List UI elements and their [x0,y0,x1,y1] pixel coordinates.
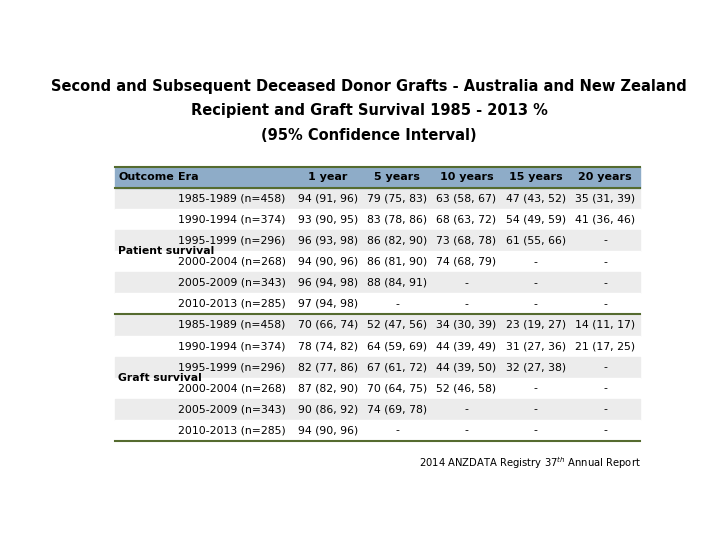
Text: -: - [464,278,469,288]
Text: -: - [603,299,607,309]
Text: 1995-1999 (n=296): 1995-1999 (n=296) [179,235,286,246]
Text: -: - [395,299,399,309]
Text: 64 (59, 69): 64 (59, 69) [367,341,428,351]
Bar [115,335,639,356]
Text: 78 (74, 82): 78 (74, 82) [298,341,358,351]
Text: 96 (94, 98): 96 (94, 98) [298,278,358,288]
Text: 94 (90, 96): 94 (90, 96) [298,256,358,267]
Text: 68 (63, 72): 68 (63, 72) [436,214,497,225]
Text: 47 (43, 52): 47 (43, 52) [505,193,566,204]
Text: 20 years: 20 years [578,172,632,182]
Text: 2010-2013 (n=285): 2010-2013 (n=285) [179,426,286,436]
Bar [115,314,639,335]
Text: -: - [464,404,469,414]
Text: 79 (75, 83): 79 (75, 83) [367,193,428,204]
Bar [115,356,639,378]
Text: Era: Era [179,172,199,182]
Text: -: - [534,256,538,267]
Text: 1 year: 1 year [308,172,348,182]
Bar [115,399,639,420]
Text: Graft survival: Graft survival [118,373,202,383]
Text: -: - [534,426,538,436]
Text: -: - [534,278,538,288]
Bar [115,420,639,441]
Text: 74 (69, 78): 74 (69, 78) [367,404,428,414]
Bar [115,378,639,399]
Bar [115,293,639,314]
Text: 82 (77, 86): 82 (77, 86) [298,362,358,372]
Text: 74 (68, 79): 74 (68, 79) [436,256,497,267]
Text: 1990-1994 (n=374): 1990-1994 (n=374) [179,214,286,225]
Text: 70 (64, 75): 70 (64, 75) [367,383,428,393]
Text: Recipient and Graft Survival 1985 - 2013 %: Recipient and Graft Survival 1985 - 2013… [191,104,547,118]
Text: 44 (39, 49): 44 (39, 49) [436,341,497,351]
Text: 67 (61, 72): 67 (61, 72) [367,362,428,372]
Text: 10 years: 10 years [440,172,493,182]
Text: -: - [464,299,469,309]
Text: 1995-1999 (n=296): 1995-1999 (n=296) [179,362,286,372]
Text: -: - [534,383,538,393]
Text: 96 (93, 98): 96 (93, 98) [298,235,358,246]
Bar [115,209,639,230]
Text: 61 (55, 66): 61 (55, 66) [505,235,566,246]
Text: 63 (58, 67): 63 (58, 67) [436,193,497,204]
Bar [115,272,639,293]
Text: 88 (84, 91): 88 (84, 91) [367,278,428,288]
Text: 2005-2009 (n=343): 2005-2009 (n=343) [179,404,286,414]
Text: 23 (19, 27): 23 (19, 27) [505,320,566,330]
Text: -: - [603,362,607,372]
Text: 93 (90, 95): 93 (90, 95) [298,214,358,225]
Bar [115,167,639,188]
Text: -: - [464,426,469,436]
Text: -: - [534,299,538,309]
Text: 1985-1989 (n=458): 1985-1989 (n=458) [179,193,286,204]
Text: 87 (82, 90): 87 (82, 90) [298,383,358,393]
Text: 21 (17, 25): 21 (17, 25) [575,341,635,351]
Text: 97 (94, 98): 97 (94, 98) [298,299,358,309]
Text: 52 (47, 56): 52 (47, 56) [367,320,428,330]
Text: -: - [603,256,607,267]
Text: -: - [603,383,607,393]
Text: -: - [395,426,399,436]
Text: 52 (46, 58): 52 (46, 58) [436,383,497,393]
Text: 34 (30, 39): 34 (30, 39) [436,320,497,330]
Text: 31 (27, 36): 31 (27, 36) [505,341,566,351]
Text: -: - [603,404,607,414]
Text: 2014 ANZDATA Registry 37$^{th}$ Annual Report: 2014 ANZDATA Registry 37$^{th}$ Annual R… [420,456,642,471]
Text: -: - [603,426,607,436]
Text: 35 (31, 39): 35 (31, 39) [575,193,635,204]
Text: 94 (91, 96): 94 (91, 96) [298,193,358,204]
Text: 14 (11, 17): 14 (11, 17) [575,320,635,330]
Bar [115,188,639,209]
Text: 94 (90, 96): 94 (90, 96) [298,426,358,436]
Text: 5 years: 5 years [374,172,420,182]
Text: 32 (27, 38): 32 (27, 38) [505,362,566,372]
Bar [115,251,639,272]
Text: 73 (68, 78): 73 (68, 78) [436,235,497,246]
Text: 70 (66, 74): 70 (66, 74) [298,320,358,330]
Text: 86 (82, 90): 86 (82, 90) [367,235,428,246]
Text: Outcome: Outcome [119,172,174,182]
Text: 54 (49, 59): 54 (49, 59) [505,214,566,225]
Text: 2000-2004 (n=268): 2000-2004 (n=268) [179,256,287,267]
Text: 41 (36, 46): 41 (36, 46) [575,214,635,225]
Bar [115,230,639,251]
Text: Patient survival: Patient survival [118,246,214,256]
Text: 2000-2004 (n=268): 2000-2004 (n=268) [179,383,287,393]
Text: 1985-1989 (n=458): 1985-1989 (n=458) [179,320,286,330]
Text: 90 (86, 92): 90 (86, 92) [298,404,358,414]
Text: 2010-2013 (n=285): 2010-2013 (n=285) [179,299,286,309]
Text: -: - [603,235,607,246]
Text: -: - [534,404,538,414]
Text: 44 (39, 50): 44 (39, 50) [436,362,497,372]
Text: 86 (81, 90): 86 (81, 90) [367,256,428,267]
Text: -: - [603,278,607,288]
Text: 1990-1994 (n=374): 1990-1994 (n=374) [179,341,286,351]
Text: 15 years: 15 years [509,172,562,182]
Text: (95% Confidence Interval): (95% Confidence Interval) [261,127,477,143]
Text: Second and Subsequent Deceased Donor Grafts - Australia and New Zealand: Second and Subsequent Deceased Donor Gra… [51,79,687,94]
Text: 83 (78, 86): 83 (78, 86) [367,214,428,225]
Text: 2005-2009 (n=343): 2005-2009 (n=343) [179,278,286,288]
